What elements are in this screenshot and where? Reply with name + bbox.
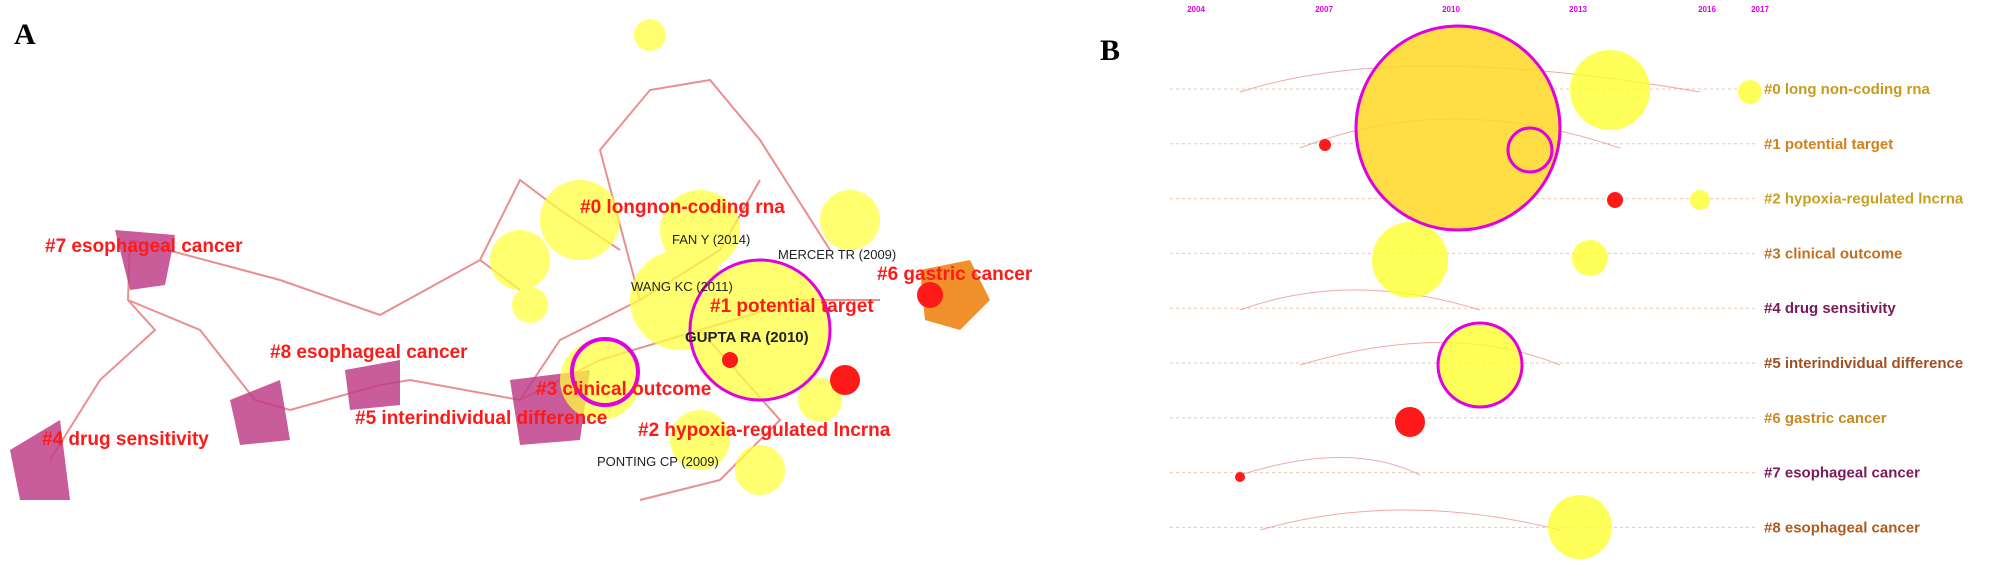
cluster-label: #3 clinical outcome [536,379,711,400]
year-label: 2013 [1569,5,1587,14]
cluster-label: #1 potential target [710,296,874,317]
network-a [10,19,990,501]
cluster-label: #6 gastric cancer [877,264,1033,285]
year-label: 2004 [1187,5,1205,14]
cluster-label: #7 esophageal cancer [1764,465,1920,482]
cluster-label: #4 drug sensitivity [42,429,209,450]
timeline-b [1170,24,1762,559]
cluster-label: #7 esophageal cancer [45,236,243,257]
panel-label: B [1100,34,1120,67]
author-label: PONTING CP (2009) [597,454,719,469]
cluster-label: #8 esophageal cancer [1764,519,1920,536]
year-label: 2016 [1698,5,1716,14]
cluster-label: #4 drug sensitivity [1764,300,1896,317]
author-label: MERCER TR (2009) [778,247,896,262]
cluster-label: #0 longnon-coding rna [580,197,785,218]
author-label: GUPTA RA (2010) [685,329,809,346]
panel-label: A [14,18,36,51]
cluster-label: #3 clinical outcome [1764,245,1902,262]
year-label: 2007 [1315,5,1333,14]
year-label: 2017 [1751,5,1769,14]
author-label: FAN Y (2014) [672,232,750,247]
cluster-label: #2 hypoxia-regulated lncrna [638,420,891,441]
author-label: WANG KC (2011) [631,279,733,294]
cluster-label: #5 interindividual difference [1764,355,1963,372]
cluster-label: #8 esophageal cancer [270,342,468,363]
year-label: 2010 [1442,5,1460,14]
cluster-label: #2 hypoxia-regulated lncrna [1764,191,1964,208]
cluster-label: #0 long non-coding rna [1764,81,1930,98]
cluster-label: #1 potential target [1764,136,1893,153]
cluster-label: #5 interindividual difference [355,408,607,429]
cluster-label: #6 gastric cancer [1764,410,1887,427]
